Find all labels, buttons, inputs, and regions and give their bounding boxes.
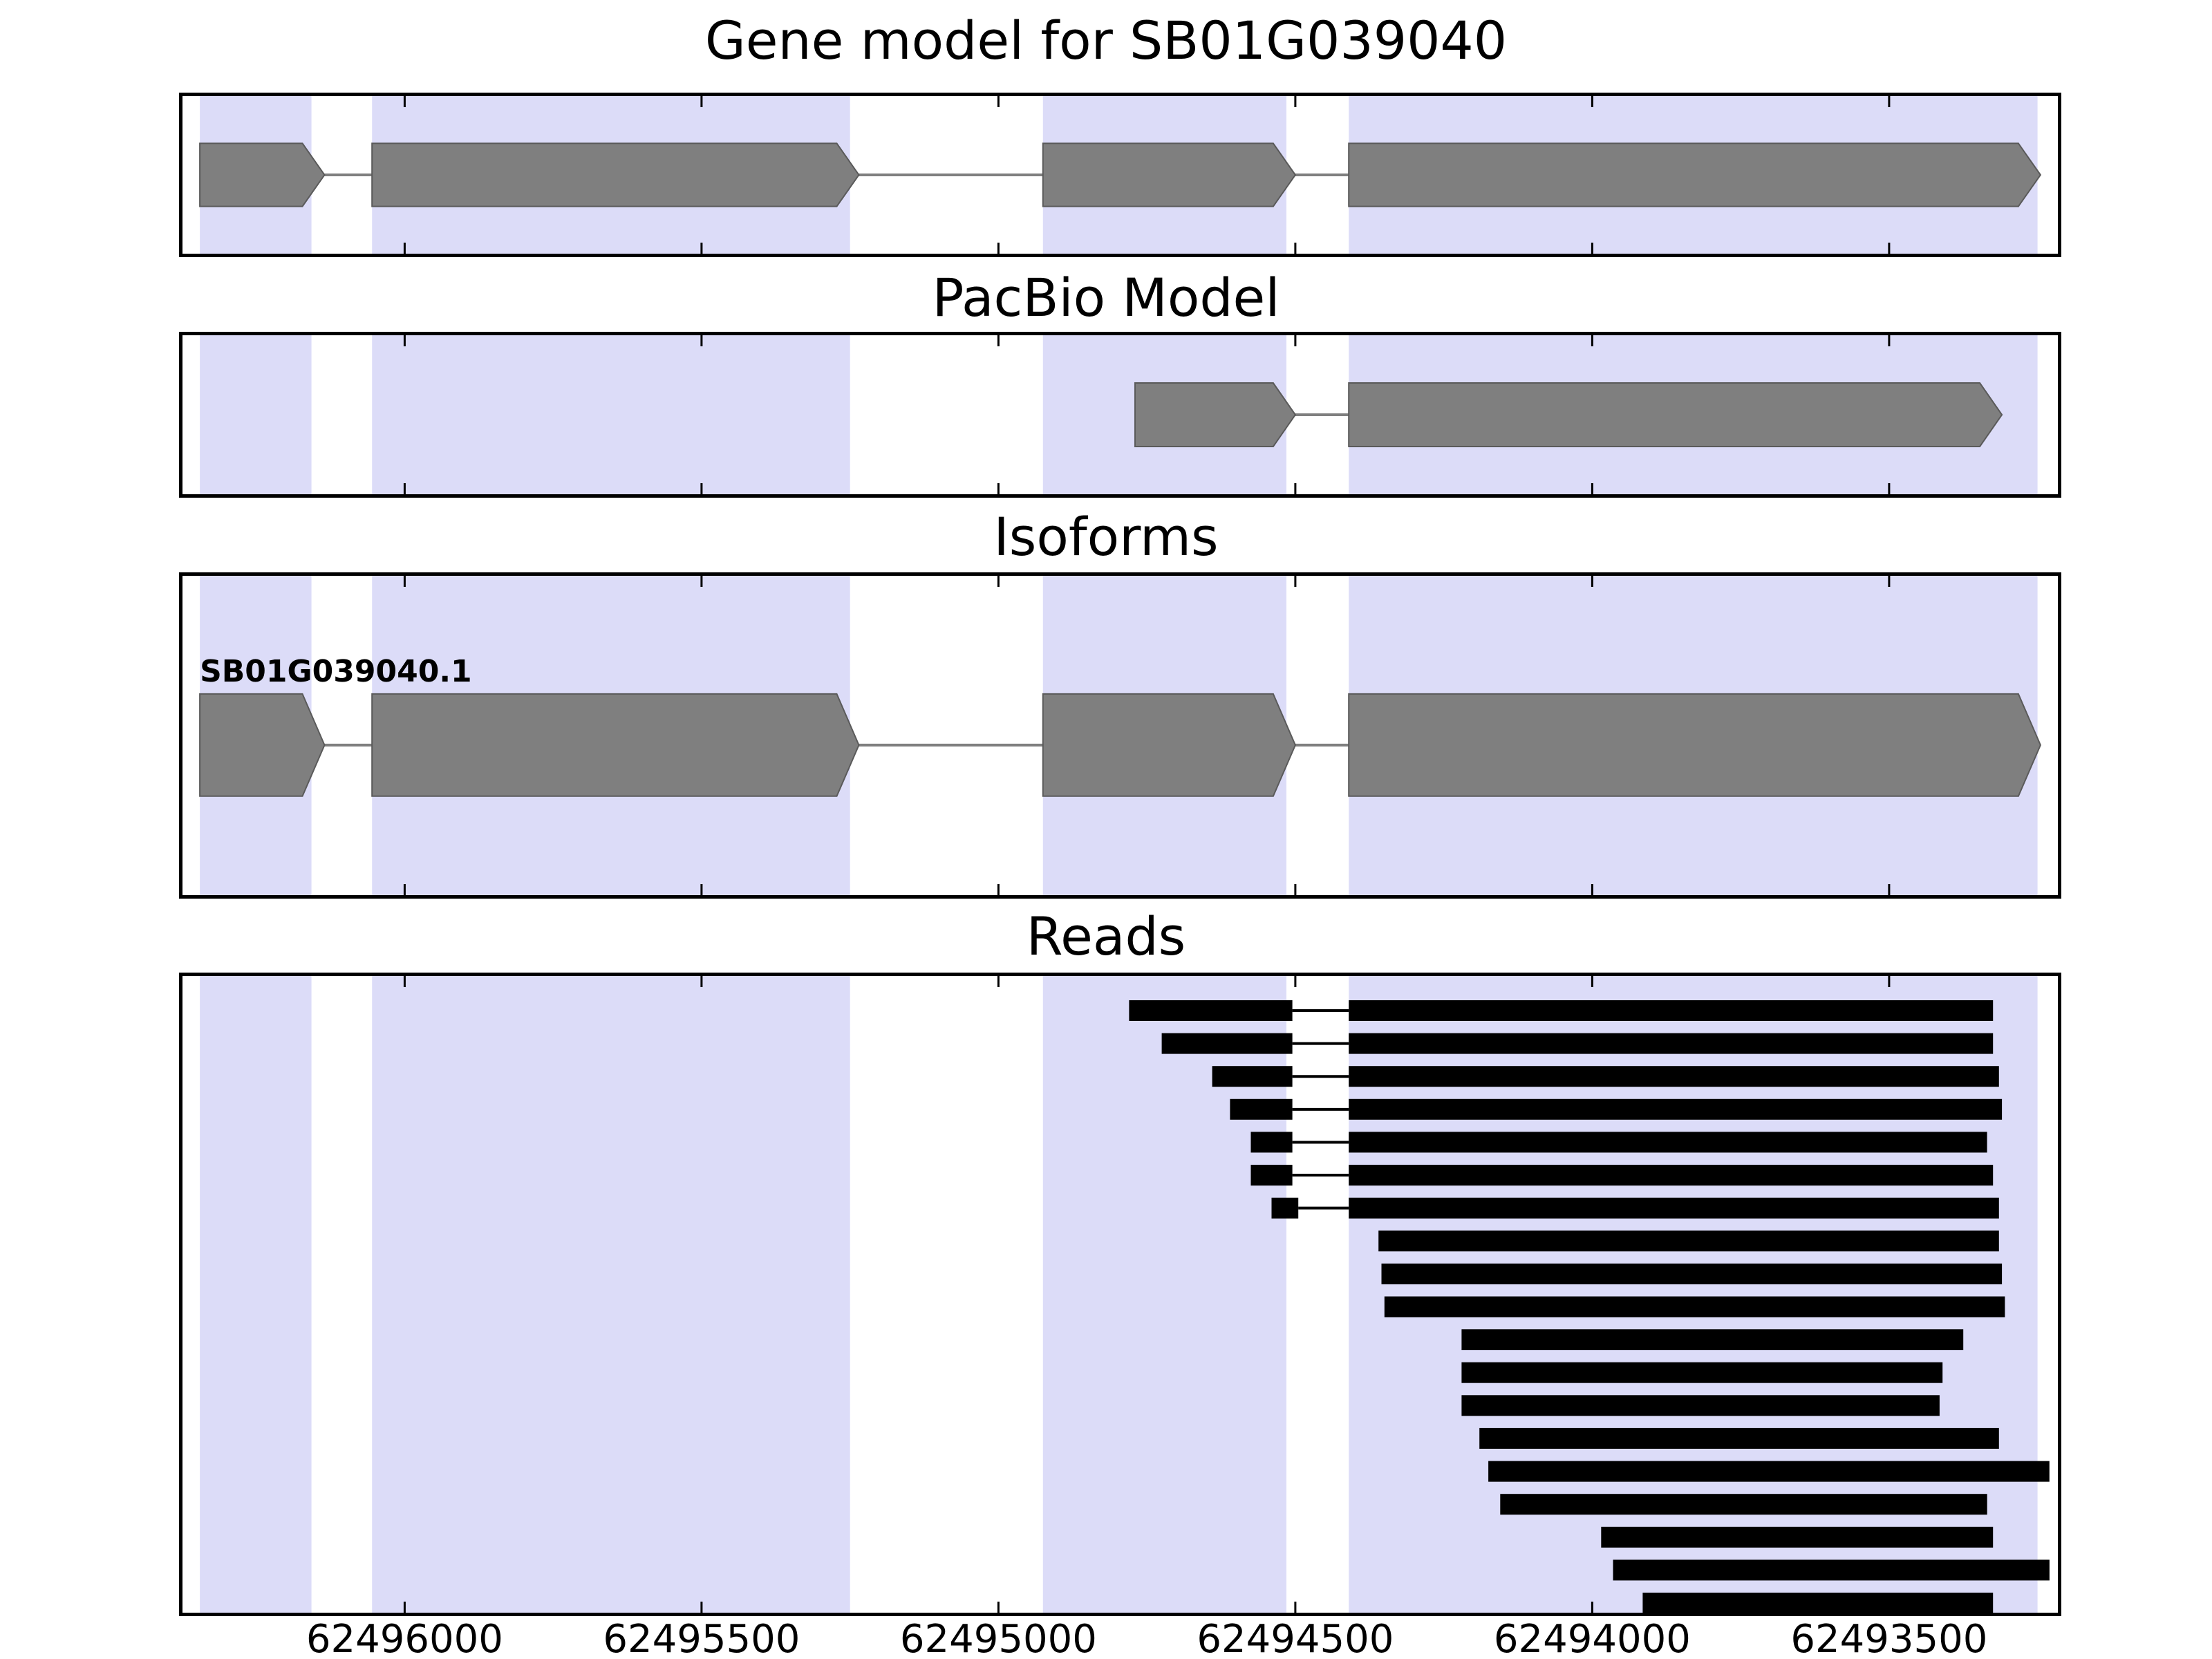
exon-arrow bbox=[1348, 382, 2003, 447]
read-bar bbox=[1349, 1165, 1994, 1186]
exon-arrow bbox=[371, 693, 860, 797]
exon-arrow bbox=[1042, 142, 1297, 207]
exon-highlight-band bbox=[372, 335, 850, 494]
x-axis-tick-label: 62495000 bbox=[899, 1617, 1097, 1659]
read-bar bbox=[1349, 1132, 1987, 1153]
read-bar bbox=[1461, 1362, 1943, 1383]
exon-arrow bbox=[1348, 693, 2041, 797]
read-bar bbox=[1613, 1559, 2050, 1581]
reads-plot bbox=[200, 976, 2050, 1613]
reads-title: Reads bbox=[1026, 906, 1186, 967]
x-axis-tick-label: 62493500 bbox=[1790, 1617, 1988, 1659]
read-bar bbox=[1461, 1395, 1940, 1416]
read-bar bbox=[1601, 1526, 1994, 1548]
read-bar bbox=[1250, 1165, 1293, 1186]
pacbio-plot bbox=[200, 335, 2038, 494]
read-bar bbox=[1230, 1098, 1293, 1120]
reads-panel bbox=[179, 973, 2061, 1616]
isoforms-title: Isoforms bbox=[993, 506, 1219, 568]
read-bar bbox=[1500, 1494, 1987, 1515]
gene-model-title: Gene model for SB01G039040 bbox=[704, 10, 1508, 71]
read-bar bbox=[1212, 1066, 1293, 1087]
x-axis-tick-label: 62496000 bbox=[306, 1617, 503, 1659]
read-bar bbox=[1349, 1098, 2003, 1120]
exon-arrow bbox=[1134, 382, 1297, 447]
gene-model-panel bbox=[179, 93, 2061, 257]
read-bar bbox=[1381, 1263, 2003, 1284]
read-bar bbox=[1479, 1427, 1999, 1449]
read-bar bbox=[1461, 1329, 1964, 1351]
read-bar bbox=[1378, 1230, 1999, 1252]
read-bar bbox=[1349, 1000, 1994, 1021]
gene-model-plot bbox=[199, 96, 2042, 254]
x-axis-tick-label: 62495500 bbox=[603, 1617, 800, 1659]
read-bar bbox=[1161, 1033, 1293, 1054]
x-axis-tick-label: 62494500 bbox=[1197, 1617, 1394, 1659]
pacbio-title: PacBio Model bbox=[932, 267, 1280, 328]
read-bar bbox=[1488, 1461, 2050, 1482]
read-bar bbox=[1349, 1066, 1999, 1087]
exon-arrow bbox=[199, 693, 326, 797]
exon-arrow bbox=[1348, 142, 2042, 207]
read-bar bbox=[1129, 1000, 1293, 1021]
read-bar bbox=[1384, 1296, 2005, 1318]
exon-arrow bbox=[371, 142, 860, 207]
read-bar bbox=[1271, 1197, 1299, 1219]
isoforms-panel bbox=[179, 572, 2061, 899]
read-bar bbox=[1349, 1033, 1994, 1054]
exon-highlight-band bbox=[200, 976, 312, 1613]
isoform-transcript-label: SB01G039040.1 bbox=[200, 653, 472, 689]
isoforms-plot bbox=[199, 576, 2041, 895]
exon-arrow bbox=[1042, 693, 1296, 797]
read-bar bbox=[1250, 1132, 1293, 1153]
x-axis-tick-label: 62494000 bbox=[1493, 1617, 1691, 1659]
exon-highlight-band bbox=[200, 335, 312, 494]
read-bar bbox=[1642, 1593, 1994, 1613]
read-bar bbox=[1349, 1197, 1999, 1219]
exon-highlight-band bbox=[372, 976, 850, 1613]
pacbio-panel bbox=[179, 332, 2061, 498]
exon-arrow bbox=[199, 142, 326, 207]
